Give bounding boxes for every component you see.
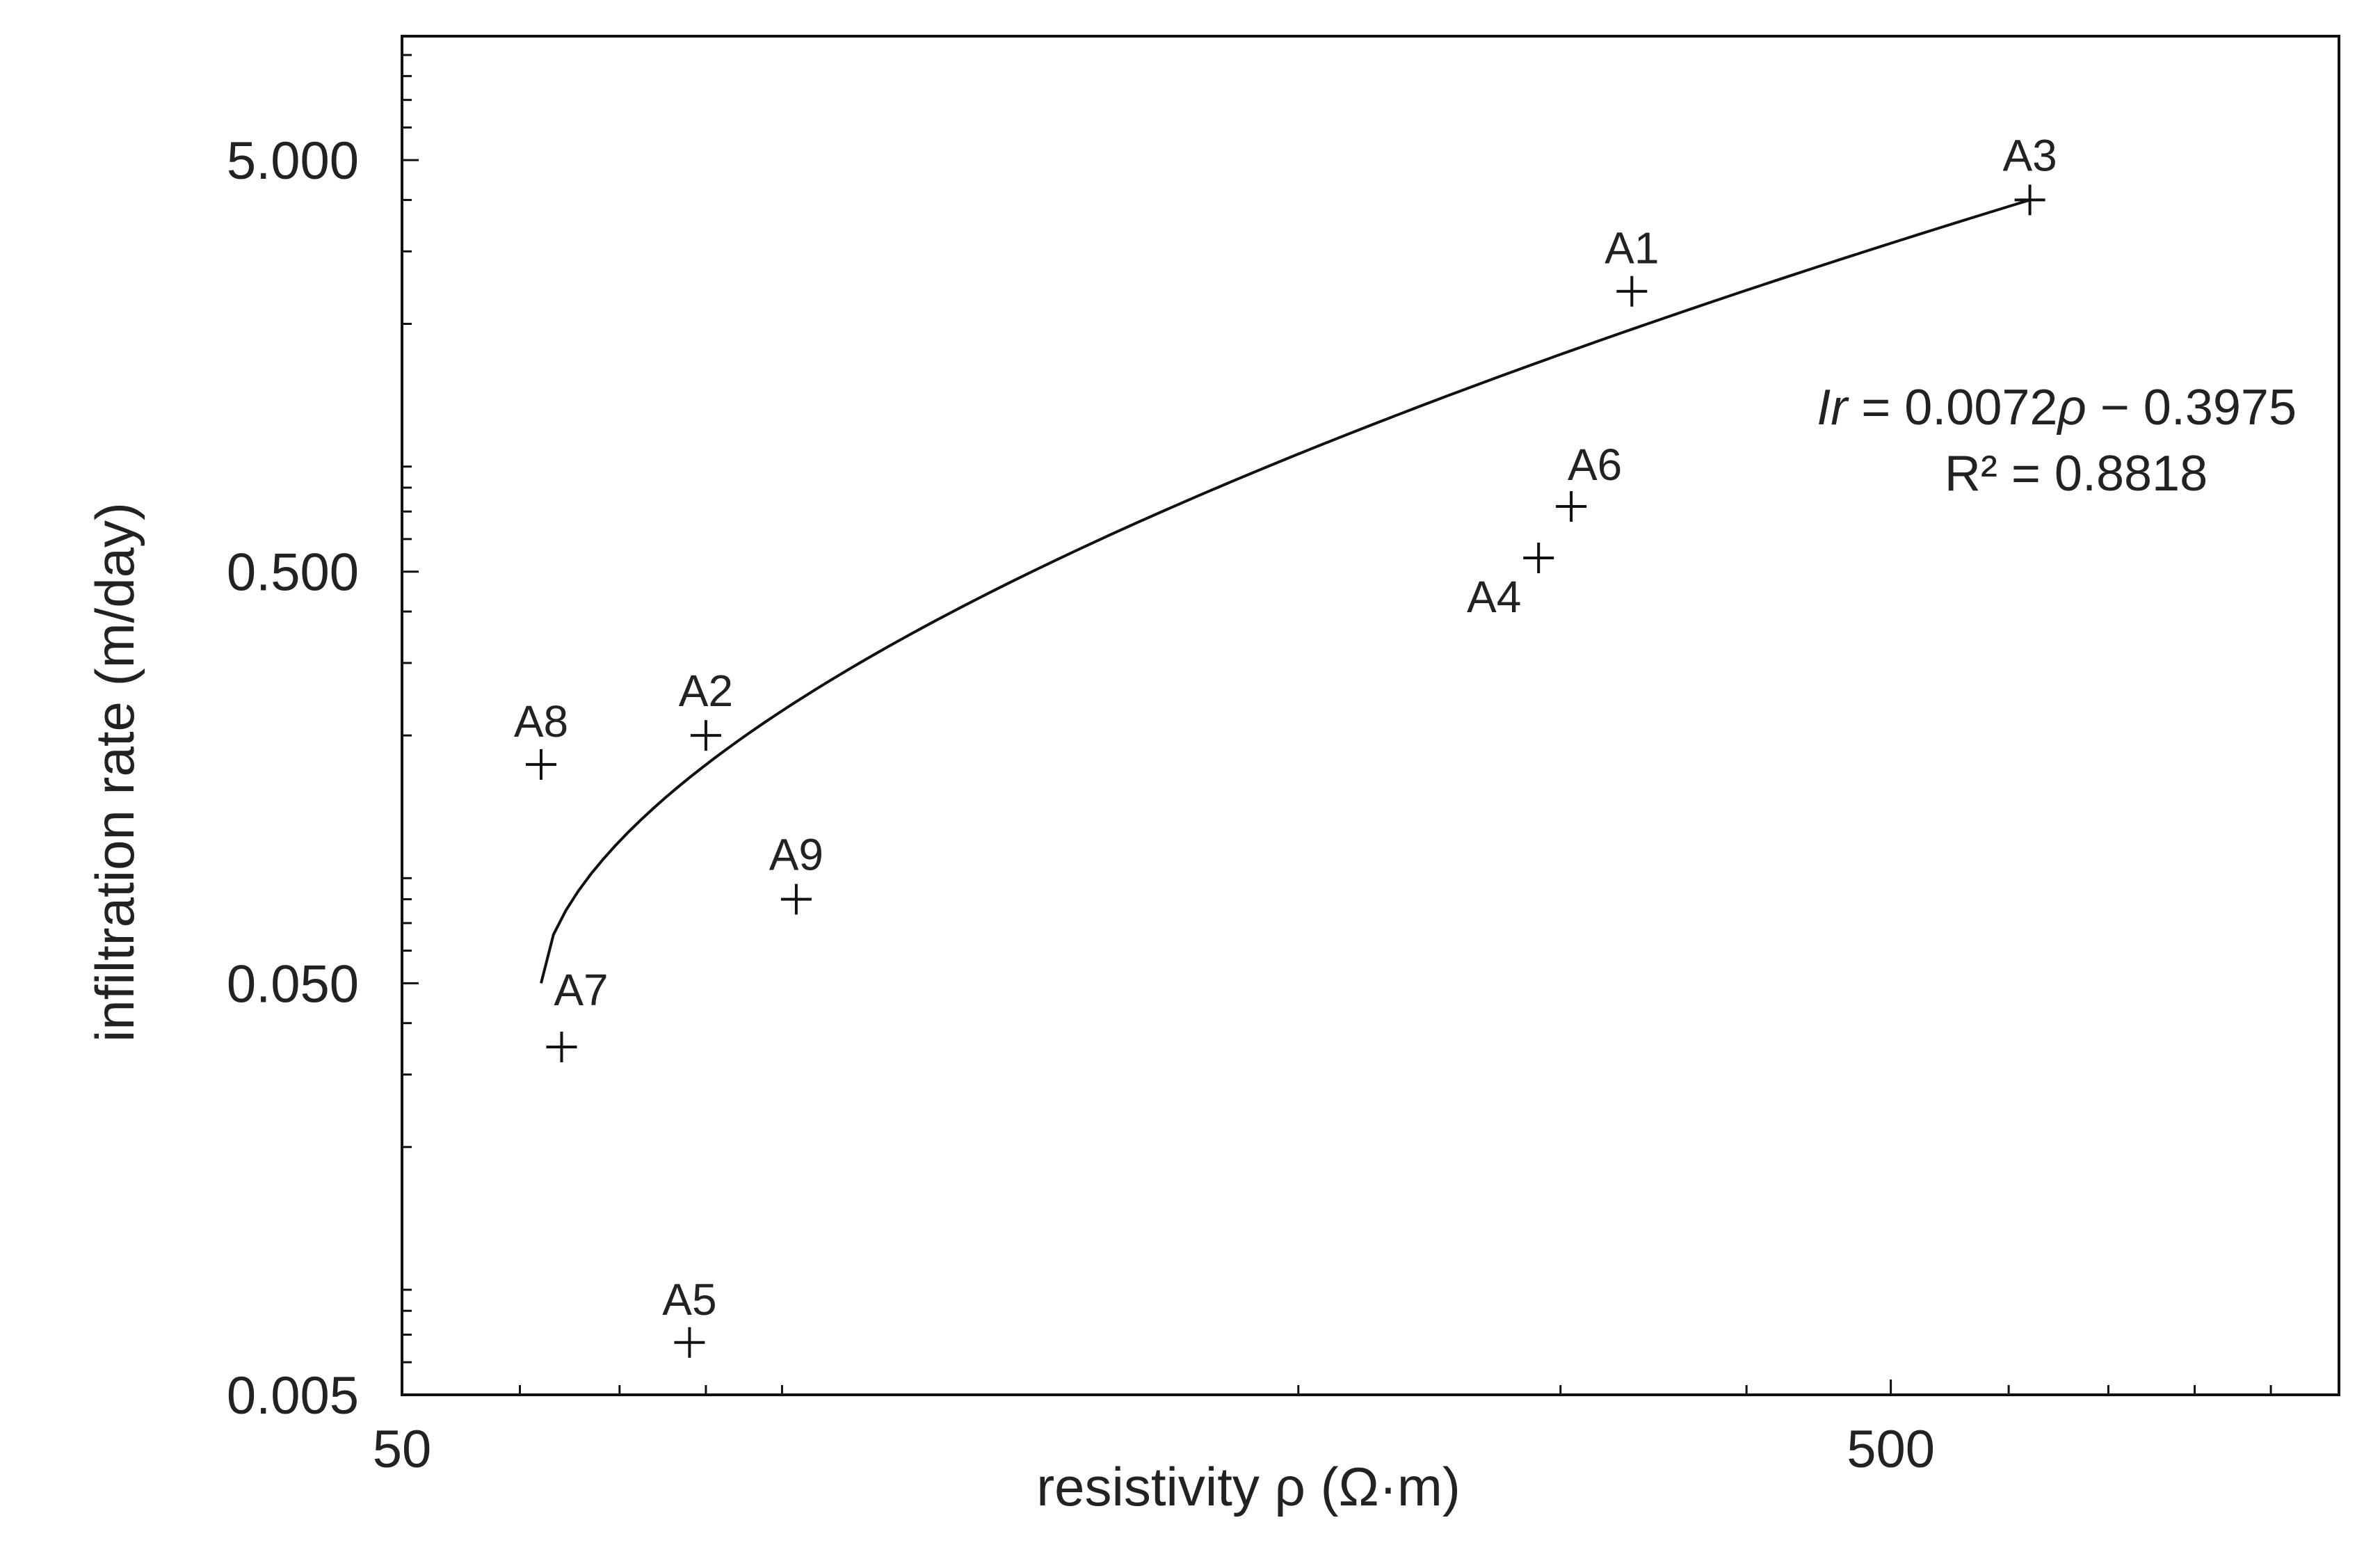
plot-frame	[401, 35, 2340, 1396]
fit-curve	[540, 198, 2031, 984]
equation-rhs-prefix: = 0.0072	[1847, 380, 2057, 435]
x-tick-label: 500	[1847, 1420, 1935, 1479]
equation-lhs: Ir	[1817, 380, 1849, 435]
data-point-label: A5	[662, 1274, 716, 1325]
y-tick-label: 0.050	[227, 954, 359, 1014]
data-point-label: A8	[514, 696, 568, 746]
equation-rhs-suffix: − 0.3975	[2086, 380, 2297, 435]
y-tick-label: 0.005	[227, 1366, 359, 1425]
data-point-label: A4	[1467, 572, 1521, 622]
x-axis-title: resistivity ρ (Ω·m)	[1036, 1456, 1461, 1517]
y-tick-label: 0.500	[227, 543, 359, 602]
data-point-label: A6	[1568, 440, 1622, 490]
equation-rho: ρ	[2056, 380, 2086, 435]
data-point-label: A7	[554, 965, 608, 1015]
y-axis-title: infiltration rate (m/day)	[84, 502, 145, 1042]
y-tick-label: 5.000	[227, 131, 359, 191]
x-tick-label: 50	[373, 1420, 432, 1479]
data-point-label: A1	[1605, 223, 1659, 273]
data-point-label: A3	[2002, 130, 2057, 180]
r-squared-label: R² = 0.8818	[1945, 446, 2208, 502]
data-point-label: A9	[769, 830, 823, 880]
fit-equation: Ir = 0.0072ρ − 0.3975	[1817, 380, 2297, 435]
data-point-label: A2	[679, 666, 733, 716]
